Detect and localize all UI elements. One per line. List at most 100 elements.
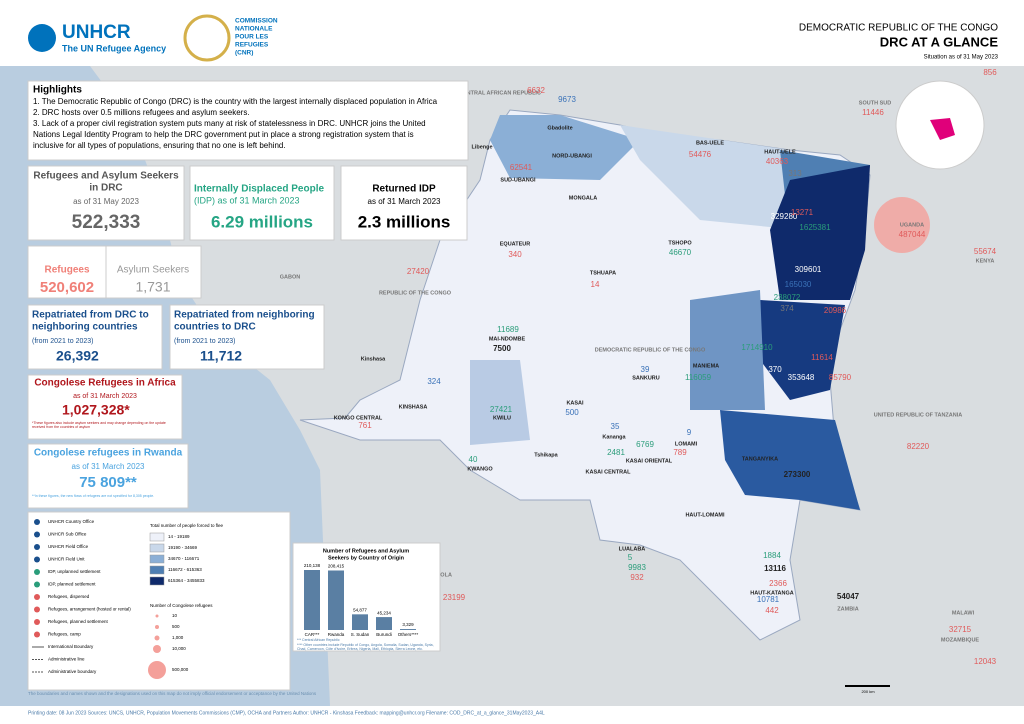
map-label: 13271 bbox=[791, 208, 814, 217]
map-label: LOMAMI bbox=[675, 441, 698, 447]
legend-label: 10,000 bbox=[172, 646, 186, 651]
t: as of 31 March 2023 bbox=[72, 462, 145, 471]
map-label: 20986 bbox=[824, 306, 847, 315]
value-label: 210,138 bbox=[304, 563, 321, 568]
map-label: 11614 bbox=[811, 353, 833, 362]
map-label: 370 bbox=[768, 365, 782, 374]
map-label: 11446 bbox=[862, 108, 884, 117]
map-label: GABON bbox=[280, 274, 301, 280]
map-label: 13116 bbox=[764, 564, 786, 573]
map-label: MOZAMBIQUE bbox=[941, 637, 980, 643]
v: 11,712 bbox=[200, 348, 242, 364]
legend-label: 34670 - 116671 bbox=[168, 556, 200, 561]
t: Repatriated from DRC to bbox=[32, 310, 149, 321]
province-tanganyika bbox=[720, 410, 860, 510]
map-label: SOUTH SUD bbox=[859, 100, 891, 106]
uganda-bubble bbox=[874, 197, 930, 253]
value-label: 208,415 bbox=[328, 564, 345, 569]
province-bas-uele bbox=[620, 125, 800, 230]
legend-label: UNHCR Country Office bbox=[48, 519, 95, 524]
highlight: Nations Legal Identity Program to help t… bbox=[33, 130, 414, 139]
t: Congolese Refugees in Africa bbox=[34, 378, 176, 389]
map-label: HAUT-UELE bbox=[764, 149, 796, 155]
legend-icon bbox=[34, 581, 40, 588]
v: 1,731 bbox=[135, 279, 170, 295]
map-label: 761 bbox=[358, 421, 372, 430]
legend-box bbox=[27, 511, 291, 691]
unhcr-logo bbox=[28, 24, 56, 52]
map-label: KENYA bbox=[976, 258, 995, 264]
map-label: 35 bbox=[611, 422, 620, 431]
map-label: 40 bbox=[469, 455, 478, 464]
map-label: 500 bbox=[565, 408, 579, 417]
bar bbox=[400, 629, 416, 630]
map-label: 62541 bbox=[510, 163, 533, 172]
legend-swatch bbox=[149, 532, 165, 542]
disclaimer: The boundaries and names shown and the d… bbox=[28, 691, 317, 696]
legend-label: 500,000 bbox=[172, 667, 189, 672]
map-label: MAI-NDOMBE bbox=[489, 336, 526, 342]
t: Returned IDP bbox=[372, 184, 436, 195]
legend-label: 10 bbox=[172, 613, 178, 618]
box bbox=[27, 304, 163, 370]
map-label: 7500 bbox=[493, 344, 511, 353]
map-label: 313 bbox=[788, 169, 802, 178]
partner-line: NATIONALE bbox=[235, 26, 273, 33]
bar bbox=[304, 570, 320, 630]
partner-line: COMMISSION bbox=[235, 18, 278, 25]
map-label: Gbadolite bbox=[547, 125, 572, 131]
org: UNHCR bbox=[62, 22, 131, 43]
drc bbox=[299, 109, 871, 641]
legend-swatch bbox=[149, 576, 165, 586]
legend-circle bbox=[148, 661, 166, 679]
province-ituri-nord-kivu bbox=[770, 165, 870, 300]
map-label: ZAMBIA bbox=[837, 606, 858, 612]
x-tick-label: Burundi bbox=[376, 632, 392, 637]
legend-label: Administrative boundary bbox=[48, 669, 97, 674]
legend-icon bbox=[34, 631, 40, 638]
legend-label: Refugees, camp bbox=[48, 632, 81, 637]
note-box: *These figures also include asylum seeke… bbox=[32, 421, 166, 429]
legend-icon bbox=[34, 594, 40, 600]
map-label: 116059 bbox=[685, 373, 712, 382]
cnr-logo bbox=[183, 14, 231, 62]
map-label: NORD-UBANGI bbox=[552, 153, 592, 159]
legend-icon bbox=[34, 556, 40, 563]
map-label: 789 bbox=[673, 448, 687, 457]
box bbox=[27, 443, 189, 509]
map-label: 374 bbox=[780, 304, 794, 313]
box bbox=[189, 165, 335, 241]
legend-label: UNHCR Field Office bbox=[48, 544, 89, 549]
map-label: 1884 bbox=[763, 551, 781, 560]
map-label: KASAI ORIENTAL bbox=[626, 458, 673, 464]
v: 522,333 bbox=[72, 212, 141, 233]
v: 520,602 bbox=[40, 279, 94, 296]
t: as of 31 March 2023 bbox=[73, 393, 137, 400]
scale-label: 200 km bbox=[861, 689, 875, 694]
legend-label: 1,000 bbox=[172, 635, 184, 640]
map-label: LUALABA bbox=[619, 546, 646, 552]
chart-title: Number of Refugees and Asylum bbox=[323, 548, 409, 554]
legend-label: 500 bbox=[172, 624, 180, 629]
map-label: 309601 bbox=[795, 265, 822, 274]
chart-title: Seekers by Country of Origin bbox=[328, 555, 405, 561]
legend-swatch bbox=[149, 554, 165, 564]
map-label: 39 bbox=[641, 365, 650, 374]
t: (IDP) as of 31 March 2023 bbox=[194, 195, 300, 205]
highlight: 2. DRC hosts over 0.5 millions refugees … bbox=[33, 108, 250, 117]
t: countries to DRC bbox=[174, 322, 256, 333]
t: as of 31 March 2023 bbox=[368, 197, 441, 206]
map-label: BAS-UELE bbox=[696, 140, 724, 146]
value-label: 45,234 bbox=[377, 610, 391, 615]
map-label: EQUATEUR bbox=[500, 241, 530, 247]
highlight: inclusive for all types of populations, … bbox=[33, 141, 286, 150]
highlights-title: Highlights bbox=[33, 85, 82, 96]
map-label: 442 bbox=[765, 606, 779, 615]
map-label: 487044 bbox=[899, 230, 926, 239]
map-label: 5 bbox=[628, 553, 633, 562]
map-label: KWANGO bbox=[467, 466, 493, 472]
map-label: UGANDA bbox=[900, 222, 924, 228]
situation: Situation as of 31 May 2023 bbox=[924, 55, 999, 61]
box bbox=[27, 165, 185, 241]
